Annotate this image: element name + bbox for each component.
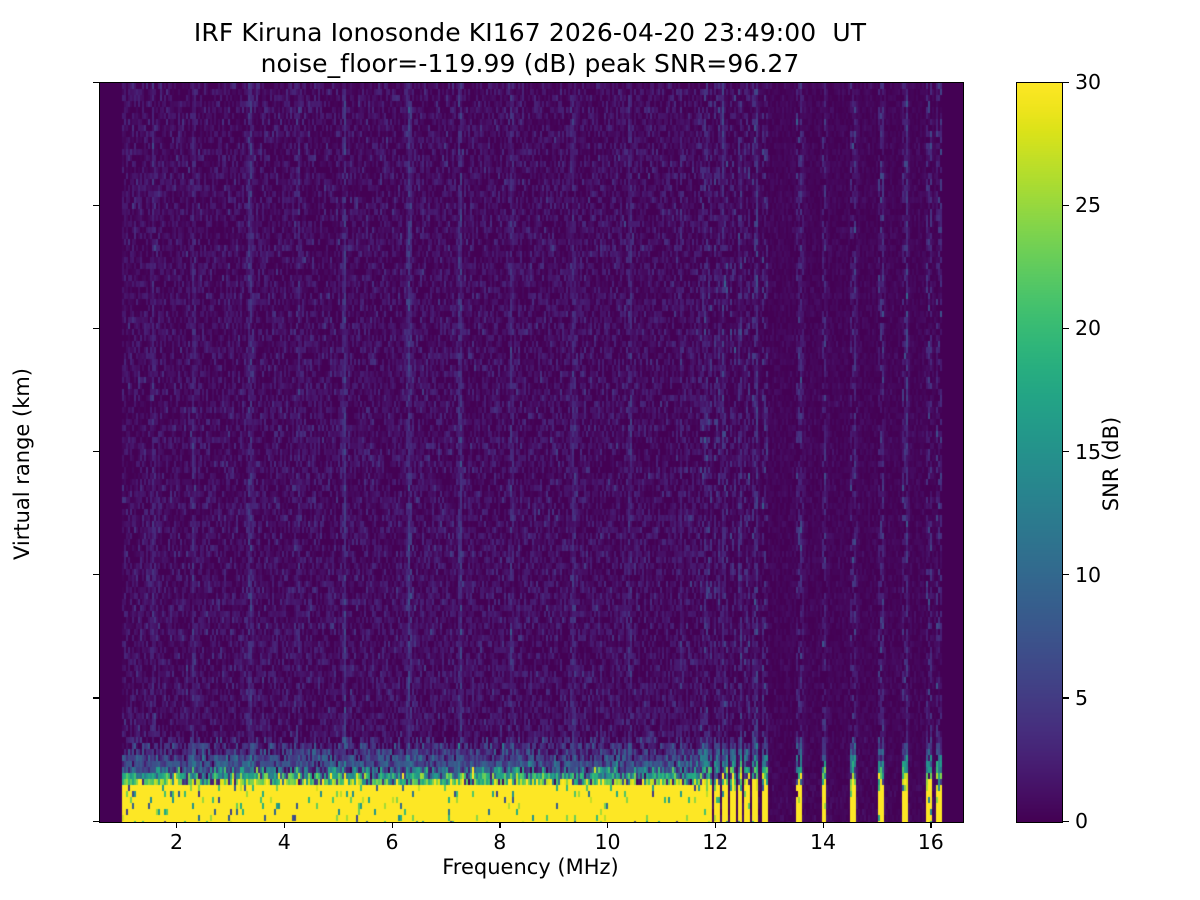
colorbar-label: SNR (dB)	[1099, 416, 1123, 512]
y-tick-mark-400	[93, 327, 99, 330]
y-tick-mark-100	[93, 697, 99, 699]
colorbar-tick-mark-25	[1063, 204, 1069, 206]
colorbar-tick-label-30: 30	[1075, 70, 1102, 94]
colorbar-tick-mark-20	[1063, 327, 1069, 330]
figure-title: IRF Kiruna Ionosonde KI167 2026-04-20 23…	[0, 18, 1060, 79]
title-line-2: noise_floor=-119.99 (dB) peak SNR=96.27	[260, 48, 800, 78]
y-tick-mark-0	[93, 820, 99, 822]
y-tick-mark-600	[93, 81, 99, 83]
colorbar-tick-label-15: 15	[1075, 439, 1102, 464]
y-axis-label: Virtual range (km)	[10, 367, 34, 561]
colorbar	[1016, 82, 1063, 823]
colorbar-tick-label-25: 25	[1075, 193, 1102, 218]
colorbar-tick-label-5: 5	[1075, 685, 1089, 710]
x-tick-label-6: 6	[385, 830, 399, 854]
x-tick-label-2: 2	[170, 830, 184, 854]
colorbar-gradient	[1017, 83, 1062, 822]
x-tick-label-10: 10	[594, 830, 621, 854]
x-tick-label-12: 12	[702, 830, 729, 854]
x-tick-mark-4	[283, 822, 286, 828]
y-tick-mark-300	[93, 451, 99, 453]
y-tick-mark-500	[93, 204, 99, 206]
colorbar-tick-mark-0	[1063, 820, 1069, 822]
title-line-1: IRF Kiruna Ionosonde KI167 2026-04-20 23…	[193, 18, 867, 47]
colorbar-tick-label-20: 20	[1075, 316, 1102, 341]
x-axis-label: Frequency (MHz)	[442, 855, 619, 879]
x-tick-label-8: 8	[493, 830, 507, 854]
colorbar-tick-mark-30	[1063, 81, 1069, 83]
x-tick-label-14: 14	[809, 830, 837, 854]
colorbar-tick-mark-15	[1063, 451, 1069, 453]
x-tick-mark-8	[499, 822, 501, 828]
y-tick-mark-200	[93, 574, 99, 576]
colorbar-tick-label-0: 0	[1075, 809, 1089, 833]
colorbar-tick-mark-10	[1063, 574, 1069, 576]
ionogram-plot-area	[99, 82, 964, 823]
ionogram-heatmap	[100, 83, 963, 822]
x-tick-mark-16	[930, 822, 932, 828]
x-tick-mark-6	[391, 822, 393, 828]
x-tick-mark-2	[176, 822, 178, 828]
x-tick-label-4: 4	[277, 830, 291, 854]
x-tick-mark-12	[714, 822, 717, 828]
colorbar-tick-mark-5	[1063, 697, 1069, 699]
x-tick-mark-14	[822, 822, 824, 828]
colorbar-tick-label-10: 10	[1075, 562, 1102, 587]
x-tick-label-16: 16	[917, 830, 944, 854]
x-tick-mark-10	[607, 822, 609, 828]
